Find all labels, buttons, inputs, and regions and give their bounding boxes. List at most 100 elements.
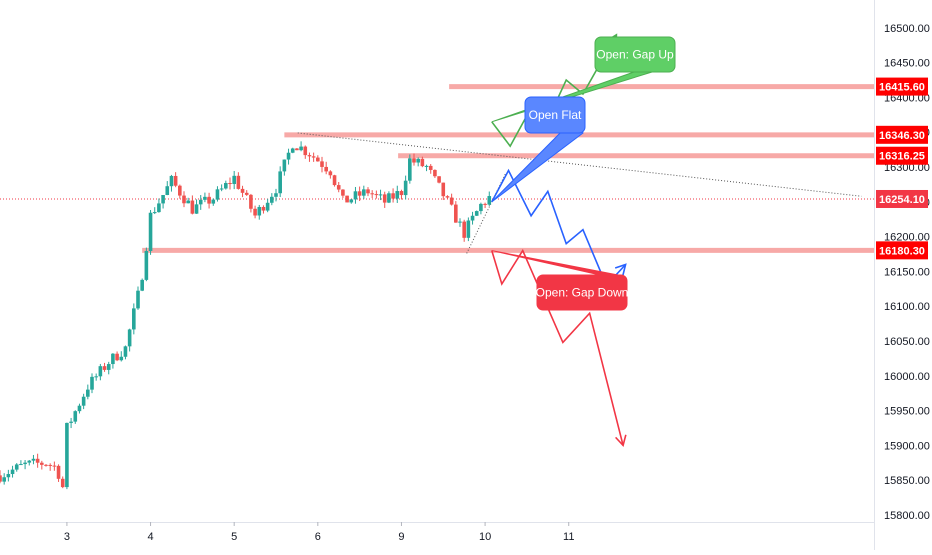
y-tick-label: 16000.00 <box>884 371 930 383</box>
candle <box>182 195 186 204</box>
candle <box>161 195 165 204</box>
candle <box>86 389 90 397</box>
candle <box>148 212 153 252</box>
callout-label: Open Flat <box>529 108 582 122</box>
candle <box>408 158 412 181</box>
candle <box>320 161 324 167</box>
candle <box>144 251 149 280</box>
candle <box>219 188 224 190</box>
candle <box>428 165 433 170</box>
level-price-label: 16316.25 <box>879 151 925 163</box>
level-price-tag <box>876 77 928 96</box>
callout-pointer <box>491 250 619 276</box>
candle <box>249 194 253 209</box>
level-price-tag <box>876 146 928 165</box>
candle <box>433 169 437 177</box>
candle <box>19 464 23 466</box>
candle <box>341 189 345 196</box>
candle <box>462 221 466 238</box>
candle <box>178 185 182 196</box>
candle <box>0 475 2 482</box>
candle <box>399 191 404 196</box>
y-tick-label: 15950.00 <box>884 406 930 418</box>
last-price-tag <box>876 189 928 208</box>
x-tick-label: 3 <box>64 531 70 543</box>
candle <box>370 193 374 195</box>
candle <box>165 186 170 196</box>
candle <box>157 203 161 213</box>
y-tick-label: 15900.00 <box>884 440 930 452</box>
candle <box>437 176 441 183</box>
level-price-tag <box>876 125 928 144</box>
candle <box>303 146 308 156</box>
callout-label: Open: Gap Up <box>596 48 674 62</box>
candle <box>420 158 425 167</box>
candle <box>328 171 333 176</box>
candle <box>98 366 103 377</box>
scenario-arrowhead <box>615 434 627 448</box>
candle <box>395 191 400 199</box>
candle <box>290 148 295 153</box>
candle <box>316 157 320 162</box>
x-tick-label: 4 <box>147 531 153 543</box>
candle <box>10 469 15 475</box>
scenario-arrowhead <box>614 263 627 276</box>
candle <box>77 405 82 412</box>
candle <box>424 165 429 167</box>
candle <box>111 353 115 365</box>
candle <box>265 202 270 211</box>
candle <box>169 175 174 187</box>
candle <box>127 329 132 347</box>
candle <box>236 175 241 189</box>
candle <box>240 188 245 193</box>
candle <box>270 196 274 203</box>
candle <box>295 148 299 151</box>
level-price-label: 16180.30 <box>879 245 925 257</box>
candle <box>324 166 328 172</box>
candle <box>190 200 195 214</box>
candle <box>52 465 57 467</box>
candle <box>215 189 220 200</box>
candle <box>23 462 27 465</box>
candle <box>412 158 416 163</box>
candle <box>48 464 52 466</box>
x-tick-label: 10 <box>479 531 491 543</box>
candle <box>470 215 475 221</box>
candle <box>198 199 203 205</box>
callout-box <box>536 274 628 311</box>
candle <box>56 465 61 479</box>
candle <box>382 194 387 203</box>
candle <box>136 290 140 309</box>
y-tick-label: 16300.00 <box>884 162 930 174</box>
candle <box>366 189 370 194</box>
x-tick-label: 11 <box>563 531 574 543</box>
candle <box>207 196 211 204</box>
candle <box>336 185 341 190</box>
candle <box>479 203 483 212</box>
candle <box>69 421 73 423</box>
candle <box>194 204 199 214</box>
candle <box>6 474 11 478</box>
callout-box <box>524 96 586 134</box>
candle <box>115 353 119 361</box>
candle <box>378 194 383 196</box>
candle <box>311 156 316 158</box>
candle <box>152 212 157 214</box>
candle <box>286 152 291 160</box>
candle <box>228 183 232 185</box>
y-tick-label: 16050.00 <box>884 336 930 348</box>
callout-box <box>594 36 676 73</box>
candle <box>353 191 358 200</box>
x-tick-label: 9 <box>398 531 404 543</box>
candle <box>60 478 65 488</box>
upper-trendline <box>297 132 862 197</box>
candle <box>35 458 40 463</box>
candle <box>487 196 492 205</box>
candle <box>44 464 48 466</box>
candle <box>102 366 107 370</box>
candle <box>244 192 249 195</box>
candle <box>27 460 32 463</box>
candle <box>403 180 408 196</box>
y-tick-label: 15850.00 <box>884 475 930 487</box>
